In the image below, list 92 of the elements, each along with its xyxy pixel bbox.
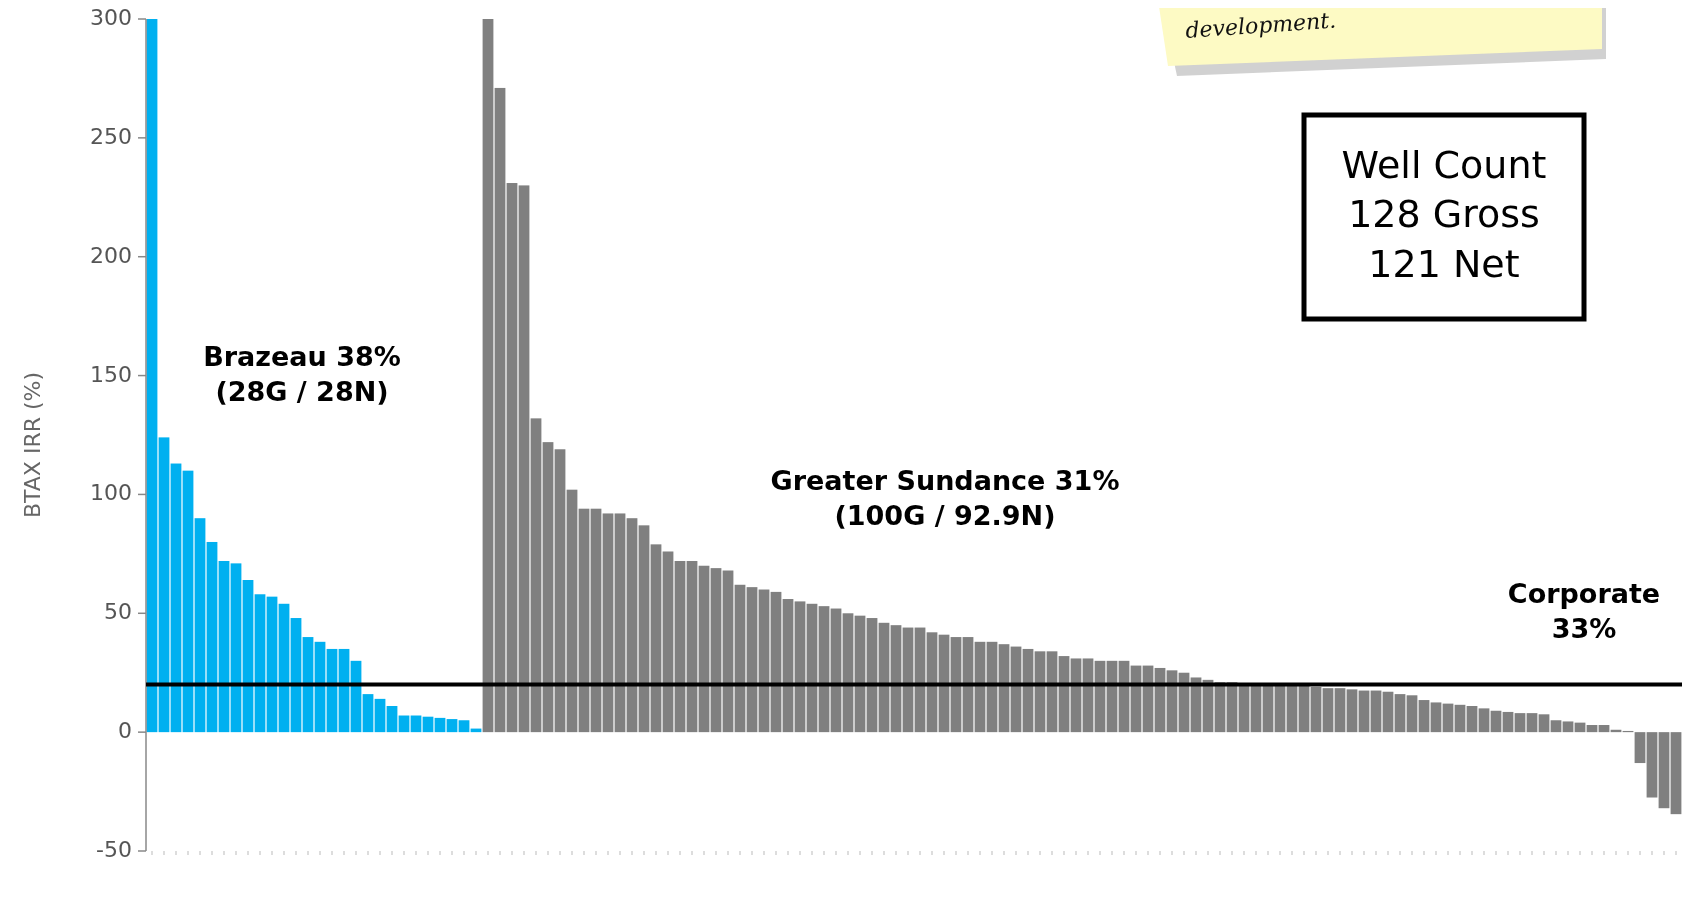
- bar: [1658, 732, 1670, 809]
- bar: [1286, 685, 1298, 733]
- bar: [818, 606, 830, 733]
- bar: [494, 87, 506, 733]
- bar: [422, 716, 434, 733]
- bar: [1298, 685, 1310, 733]
- annotation: Greater Sundance 31% (100G / 92.9N): [770, 465, 1120, 532]
- bar: [1466, 705, 1478, 733]
- bar: [434, 717, 446, 733]
- bar: [1346, 689, 1358, 733]
- bar: [1526, 713, 1538, 733]
- bar: [242, 580, 254, 733]
- bar: [746, 587, 758, 733]
- bar: [734, 584, 746, 733]
- bar: [602, 513, 614, 733]
- bar: [146, 19, 158, 733]
- bar: [1442, 703, 1454, 733]
- bar: [374, 698, 386, 733]
- bar: [674, 560, 686, 733]
- bar: [626, 518, 638, 733]
- bar: [782, 599, 794, 733]
- bar: [794, 601, 806, 733]
- bar: [1454, 704, 1466, 733]
- bar: [1550, 720, 1562, 733]
- bar: [1646, 732, 1658, 798]
- annotation: development.: [1184, 7, 1337, 43]
- bar: [230, 563, 242, 733]
- bar: [458, 720, 470, 733]
- bar: [362, 694, 374, 733]
- bar: [1310, 686, 1322, 733]
- bar: [266, 596, 278, 733]
- bar: [218, 560, 230, 733]
- y-tick-label: 100: [90, 480, 132, 506]
- annotation: Brazeau 38% (28G / 28N): [203, 341, 401, 408]
- bar: [518, 185, 530, 733]
- bar: [1274, 685, 1286, 733]
- bar: [1382, 691, 1394, 733]
- bar: [662, 551, 674, 733]
- bar: [1538, 714, 1550, 733]
- bar: [842, 613, 854, 733]
- bar: [770, 591, 782, 733]
- bar: [1478, 708, 1490, 733]
- bar: [482, 19, 494, 733]
- bar: [686, 560, 698, 733]
- bar: [1502, 711, 1514, 733]
- y-tick-label: 300: [90, 5, 132, 30]
- bar: [1586, 725, 1598, 733]
- bar: [1670, 732, 1682, 815]
- bar: [1358, 690, 1370, 733]
- bar: [590, 508, 602, 733]
- bar: [158, 437, 170, 733]
- bar: [206, 541, 218, 733]
- y-tick-label: 0: [118, 718, 132, 744]
- annotation: Corporate 33%: [1507, 578, 1661, 645]
- bar: [1322, 688, 1334, 733]
- y-tick-label: 50: [104, 599, 132, 625]
- bar: [446, 719, 458, 733]
- bar: [650, 544, 662, 733]
- bar: [710, 568, 722, 733]
- bar: [254, 594, 266, 733]
- bar: [1562, 721, 1574, 733]
- bar: [1370, 690, 1382, 733]
- bar: [1418, 700, 1430, 733]
- bar: [722, 570, 734, 733]
- bar: [1334, 688, 1346, 733]
- bar: [1406, 695, 1418, 733]
- bar: [578, 508, 590, 733]
- y-axis-title: BTAX IRR (%): [20, 371, 45, 519]
- bar: [542, 442, 554, 733]
- bar: [1514, 713, 1526, 733]
- bar: [1598, 725, 1610, 733]
- bar: [182, 470, 194, 733]
- bar: [758, 589, 770, 733]
- bar: [566, 489, 578, 733]
- y-tick-label: 250: [90, 123, 132, 149]
- bar: [698, 565, 710, 733]
- y-tick-label: -50: [96, 837, 132, 862]
- bar: [386, 705, 398, 733]
- bar: [194, 518, 206, 733]
- bar: [1430, 702, 1442, 733]
- y-tick-label: 150: [90, 361, 132, 387]
- bar: [506, 183, 518, 733]
- bar: [1394, 694, 1406, 733]
- bar: [1634, 732, 1646, 764]
- y-tick-label: 200: [90, 242, 132, 268]
- bar: [530, 418, 542, 733]
- bar: [614, 513, 626, 733]
- bar: [1490, 710, 1502, 733]
- annotation: Well Count 128 Gross 121 Net: [1341, 143, 1547, 286]
- bar: [638, 525, 650, 733]
- bar: [554, 449, 566, 733]
- bar: [170, 463, 182, 733]
